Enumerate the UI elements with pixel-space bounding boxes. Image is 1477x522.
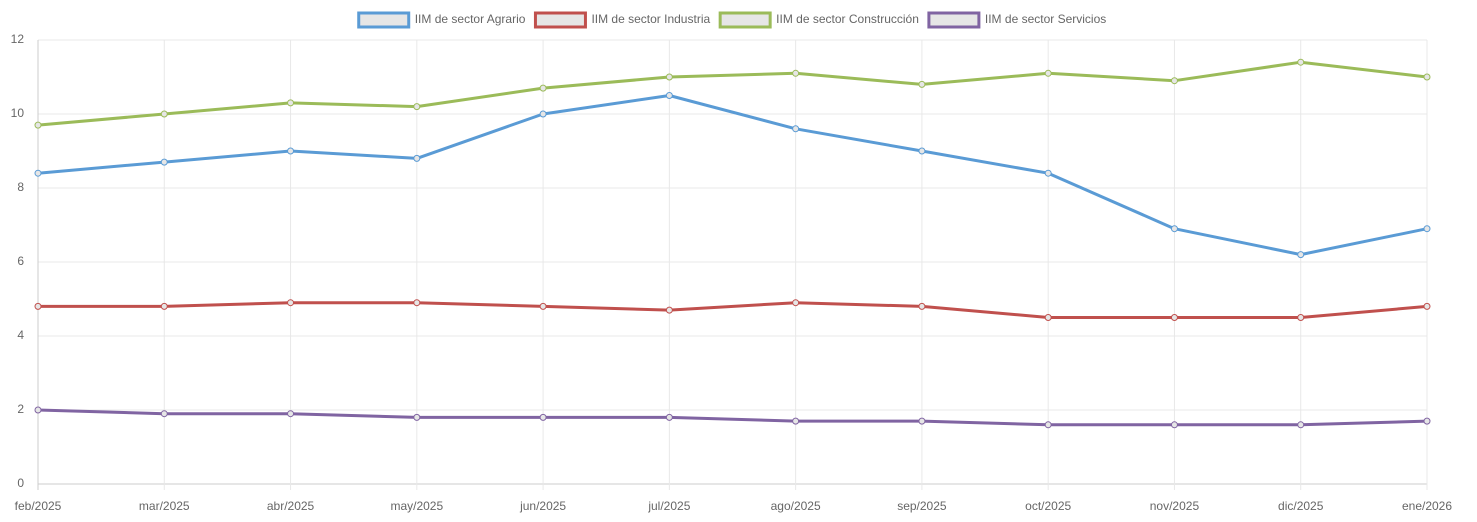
x-tick-label: may/2025 [390,499,443,513]
data-point [34,406,42,414]
legend-swatch [718,11,772,29]
data-point [287,410,295,418]
series-line [37,60,1428,127]
data-point [1170,421,1178,429]
data-point [1170,225,1178,233]
data-point [1423,302,1431,310]
legend-label[interactable]: IIM de sector Agrario [415,12,526,26]
data-point [413,413,421,421]
data-point [34,302,42,310]
data-point [1297,251,1305,259]
data-point [1044,169,1052,177]
data-point [539,110,547,118]
data-point [160,110,168,118]
data-point [287,299,295,307]
x-tick-label: dic/2025 [1278,499,1324,513]
data-point [918,147,926,155]
data-point [665,413,673,421]
data-point [918,302,926,310]
series-line [38,301,1428,319]
x-tick-label: sep/2025 [897,499,947,513]
data-point [160,410,168,418]
data-point [792,69,800,77]
data-point [160,302,168,310]
x-tick-label: ago/2025 [771,499,821,513]
data-point [539,302,547,310]
data-point [792,125,800,133]
data-point [287,147,295,155]
legend-label[interactable]: IIM de sector Industria [591,12,710,26]
legend-swatch [533,11,587,29]
series-line [37,94,1428,257]
x-tick-label: jun/2025 [519,499,566,513]
data-point [1423,417,1431,425]
x-tick-label: mar/2025 [139,499,190,513]
y-tick-label: 8 [17,180,24,194]
x-tick-label: jul/2025 [647,499,690,513]
data-point [539,413,547,421]
data-point [792,417,800,425]
series-line [37,408,1428,427]
y-tick-label: 12 [11,32,25,46]
data-point [413,154,421,162]
data-point [1297,314,1305,321]
y-tick-label: 2 [17,402,24,416]
legend-swatch [927,11,981,29]
x-tick-label: ene/2026 [1402,499,1452,513]
data-point [665,92,673,99]
x-tick-label: feb/2025 [15,499,62,513]
legend-label[interactable]: IIM de sector Construcción [776,12,919,26]
data-point [1044,69,1052,77]
legend-swatch [357,11,411,29]
data-point [1044,314,1052,321]
data-point [1423,73,1431,81]
data-point [918,80,926,88]
y-tick-label: 6 [17,254,24,268]
data-point [665,306,673,314]
x-tick-label: nov/2025 [1150,499,1200,513]
data-point [792,299,800,307]
data-point [34,121,42,129]
data-point [413,103,421,111]
x-tick-label: abr/2025 [267,499,315,513]
data-point [1044,421,1052,429]
data-point [287,99,295,107]
data-point [539,84,547,92]
data-point [1170,314,1178,321]
data-point [1170,77,1178,85]
y-tick-label: 4 [17,328,24,342]
x-tick-label: oct/2025 [1025,499,1071,513]
data-point [413,299,421,307]
y-tick-label: 0 [17,476,24,490]
data-point [160,158,168,166]
legend-label[interactable]: IIM de sector Servicios [985,12,1106,26]
data-point [665,73,673,81]
data-point [1297,421,1305,429]
data-point [34,169,42,177]
data-point [1297,58,1305,66]
y-tick-label: 10 [11,106,25,120]
data-point [918,417,926,425]
data-point [1423,225,1431,233]
